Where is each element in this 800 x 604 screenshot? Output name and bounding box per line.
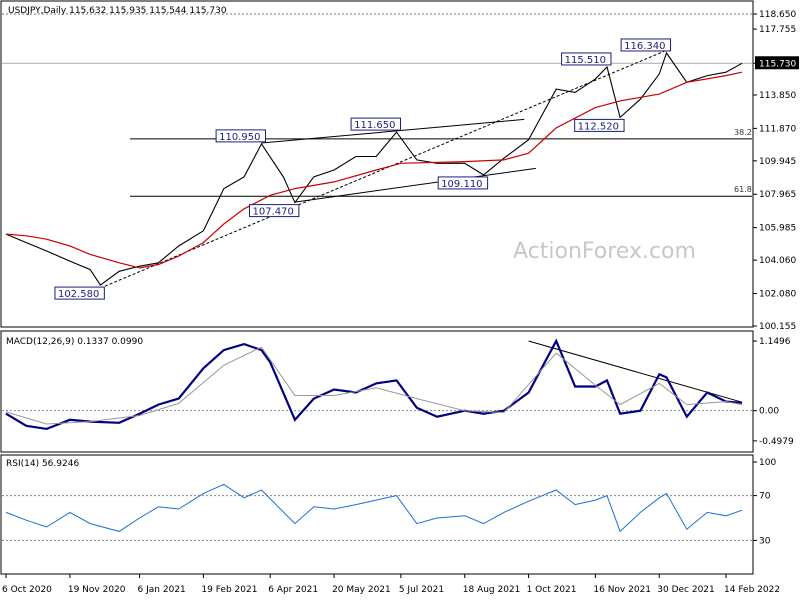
moving-average-series	[5, 71, 743, 269]
price-ytick-label: 115.730	[759, 59, 796, 69]
rsi-line	[5, 483, 743, 533]
xtick-label: 19 Feb 2021	[201, 585, 257, 595]
macd-ytick-label: 0.00	[759, 407, 779, 417]
annotation-box	[248, 204, 300, 218]
fib-label: 61.8	[734, 185, 752, 194]
price-ytick-label: 107.965	[759, 190, 796, 200]
annotation-label: 107.470	[252, 207, 293, 218]
annotation-box	[215, 129, 266, 143]
macd-layer	[2, 338, 752, 431]
xtick-label: 6 Jan 2021	[138, 585, 186, 595]
annotation-box	[620, 38, 672, 52]
annotation-box	[561, 52, 612, 66]
xtick-label: 19 Nov 2020	[68, 585, 126, 595]
annotation-label: 102.580	[58, 289, 99, 300]
rsi-ytick-label: 100	[759, 458, 776, 468]
annotation-box	[574, 118, 625, 132]
rsi-layer	[2, 483, 752, 541]
channel-top-line	[261, 118, 525, 144]
channel-bottom-line	[294, 167, 536, 203]
macd-line	[5, 338, 743, 431]
annotation-label: 109.110	[441, 179, 482, 190]
price-series	[5, 51, 743, 286]
watermark: ActionForex.com	[513, 239, 696, 264]
price-pane	[0, 0, 754, 328]
xtick-label: 5 Jul 2021	[399, 585, 444, 595]
rsi-ytick-label: 30	[759, 536, 771, 546]
macd-ytick-label: -0.4979	[759, 437, 794, 447]
rsi-ytick-label: 70	[759, 492, 771, 502]
annotation-label: 115.510	[565, 55, 606, 66]
price-ytick-label: 109.945	[759, 157, 796, 167]
xtick-label: 14 Feb 2022	[724, 585, 780, 595]
annotation-box	[54, 286, 105, 300]
annotation-label: 112.520	[578, 121, 619, 132]
xtick-label: 6 Oct 2020	[2, 585, 52, 595]
price-ytick-label: 102.080	[759, 290, 796, 300]
macd-title: MACD(12,26,9) 0.1337 0.0990	[6, 337, 143, 347]
fib-label: 38.2	[734, 128, 752, 137]
annotation-label: 116.340	[624, 41, 665, 52]
price-ytick-label: 118.650	[759, 10, 796, 20]
xtick-label: 1 Oct 2021	[527, 585, 577, 595]
xtick-label: 16 Nov 2021	[593, 585, 651, 595]
xtick-label: 18 Aug 2021	[463, 585, 521, 595]
xtick-label: 30 Dec 2021	[657, 585, 715, 595]
rsi-title: RSI(14) 56.9246	[6, 459, 79, 469]
macd-signal-line	[5, 346, 743, 425]
price-ytick-label: 104.060	[759, 256, 796, 266]
main-title: USDJPY,Daily 115.632 115.935 115.544 115…	[8, 6, 227, 16]
annotation-label: 111.650	[354, 120, 395, 131]
annotation-box	[350, 117, 402, 131]
price-ytick-label: 113.850	[759, 91, 796, 101]
annotation-box	[437, 176, 489, 190]
price-ytick-label: 105.985	[759, 224, 796, 234]
price-ytick-label: 117.755	[759, 25, 796, 35]
macd-pane	[0, 330, 754, 453]
axis-layer: 118.650 117.755 115.730 113.850 111.870 109.9…	[2, 10, 799, 595]
price-layer: 38.2 61.8 102.580 110.950 111.650 107.470 109.…	[2, 13, 752, 300]
price-ytick-label: 111.870	[759, 124, 796, 134]
rising-trendline	[100, 49, 667, 289]
annotation-label: 110.950	[219, 132, 260, 143]
price-ytick-label: 100.155	[759, 322, 796, 332]
xtick-label: 6 Apr 2021	[268, 585, 318, 595]
macd-ytick-label: 1.1496	[759, 337, 791, 347]
xtick-label: 20 May 2021	[332, 585, 391, 595]
current-price-badge	[755, 56, 799, 70]
rsi-pane	[0, 454, 754, 575]
